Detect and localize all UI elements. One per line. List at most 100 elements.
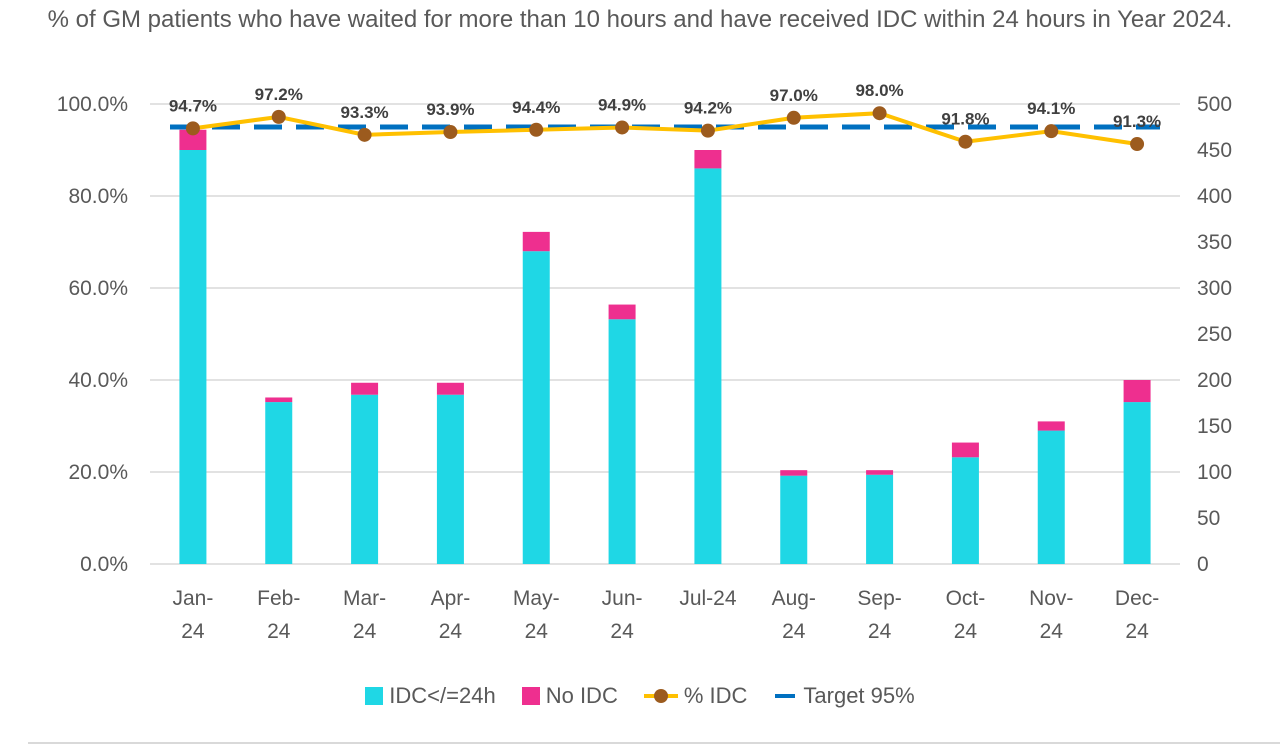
x-axis-tick: Mar- xyxy=(343,587,386,610)
data-label: 97.2% xyxy=(255,85,303,104)
legend-swatch xyxy=(365,687,384,705)
x-axis-tick: Aug- xyxy=(772,587,816,610)
pct-idc-marker xyxy=(786,110,801,125)
right-axis-tick: 350 xyxy=(1197,231,1232,254)
data-label: 97.0% xyxy=(770,86,818,105)
bar-no-idc xyxy=(179,129,207,150)
legend: IDC</=24h No IDC % IDC Target 95% xyxy=(0,683,1280,709)
bar-idc xyxy=(951,457,979,564)
x-axis-tick: Dec- xyxy=(1115,587,1159,610)
legend-item-idc: IDC</=24h xyxy=(365,683,496,709)
pct-idc-marker xyxy=(271,109,286,124)
x-axis-tick: Jul-24 xyxy=(679,587,737,610)
bar-no-idc xyxy=(436,382,464,395)
left-axis-tick: 0.0% xyxy=(80,553,128,576)
x-axis-tick: Oct- xyxy=(946,587,986,610)
bar-idc xyxy=(522,251,550,564)
legend-item-pct-idc: % IDC xyxy=(643,683,748,709)
bar-idc xyxy=(694,168,722,564)
bar-no-idc xyxy=(866,470,894,475)
bar-idc xyxy=(608,319,636,564)
left-axis-tick: 20.0% xyxy=(68,461,128,484)
right-axis-tick: 400 xyxy=(1197,185,1232,208)
bar-no-idc xyxy=(780,470,808,476)
bar-no-idc xyxy=(265,397,293,403)
bar-idc xyxy=(866,474,894,564)
pct-idc-marker xyxy=(1044,124,1059,139)
right-axis-tick: 300 xyxy=(1197,277,1232,300)
right-axis-tick: 250 xyxy=(1197,323,1232,346)
left-axis-tick: 100.0% xyxy=(57,93,128,116)
data-label: 93.3% xyxy=(340,103,388,122)
pct-idc-marker xyxy=(185,121,200,136)
legend-label: % IDC xyxy=(683,683,748,708)
x-axis-tick: 24 xyxy=(1040,620,1064,643)
bar-no-idc xyxy=(694,150,722,169)
x-axis-tick: Sep- xyxy=(857,587,901,610)
x-axis-tick: Jan- xyxy=(172,587,213,610)
data-label: 91.8% xyxy=(941,110,989,129)
bar-no-idc xyxy=(522,231,550,252)
x-axis-tick: 24 xyxy=(1125,620,1149,643)
x-axis-tick: May- xyxy=(513,587,560,610)
combo-chart: 0.0% 20.0% 40.0% 60.0% 80.0% 100.0% 0 50 100 150 2… xyxy=(57,81,1232,643)
legend-swatch xyxy=(521,687,540,705)
bar-idc xyxy=(436,394,464,564)
data-label: 94.9% xyxy=(598,95,646,114)
legend-line-marker-icon xyxy=(643,689,678,703)
legend-label: No IDC xyxy=(545,683,618,708)
right-axis-tick: 150 xyxy=(1197,415,1232,438)
data-label: 98.0% xyxy=(855,81,903,100)
legend-dash-icon xyxy=(775,694,796,698)
pct-idc-marker xyxy=(1130,137,1145,152)
pct-idc-marker xyxy=(615,120,630,135)
x-axis-tick: 24 xyxy=(439,620,463,643)
x-axis-tick: 24 xyxy=(610,620,634,643)
pct-idc-marker xyxy=(958,134,973,149)
legend-label: IDC</=24h xyxy=(389,683,496,708)
data-label: 91.3% xyxy=(1113,112,1161,131)
x-axis-tick: Nov- xyxy=(1029,587,1073,610)
bar-idc xyxy=(1123,402,1151,564)
x-axis-tick: 24 xyxy=(267,620,291,643)
right-axis-tick: 500 xyxy=(1197,93,1232,116)
bar-idc xyxy=(780,475,808,564)
bar-no-idc xyxy=(1123,380,1151,403)
pct-idc-marker xyxy=(357,127,372,142)
bar-idc xyxy=(351,394,379,564)
bar-idc xyxy=(1037,430,1065,564)
bar-idc xyxy=(265,402,293,564)
x-axis-tick: 24 xyxy=(954,620,978,643)
divider xyxy=(28,742,1280,744)
bar-no-idc xyxy=(1037,421,1065,431)
x-axis-tick: 24 xyxy=(181,620,205,643)
x-axis-tick: 24 xyxy=(353,620,377,643)
pct-idc-marker xyxy=(443,125,458,140)
right-axis-tick: 450 xyxy=(1197,139,1232,162)
right-axis-tick: 200 xyxy=(1197,369,1232,392)
legend-label: Target 95% xyxy=(803,683,915,708)
pct-idc-marker xyxy=(872,106,887,121)
x-axis-tick: 24 xyxy=(782,620,806,643)
x-axis-tick: Feb- xyxy=(257,587,300,610)
x-axis-tick: Apr- xyxy=(431,587,471,610)
right-axis-tick: 50 xyxy=(1197,507,1220,530)
left-axis-tick: 80.0% xyxy=(68,185,128,208)
bar-idc xyxy=(179,150,207,564)
bar-no-idc xyxy=(351,382,379,395)
pct-idc-marker xyxy=(700,123,715,138)
bar-no-idc xyxy=(951,442,979,458)
data-label: 94.7% xyxy=(169,96,217,115)
chart-title: % of GM patients who have waited for mor… xyxy=(47,6,1233,33)
left-axis-tick: 60.0% xyxy=(68,277,128,300)
x-axis-tick: 24 xyxy=(525,620,549,643)
x-axis-tick: Jun- xyxy=(602,587,643,610)
right-axis-tick: 100 xyxy=(1197,461,1232,484)
right-axis-tick: 0 xyxy=(1197,553,1209,576)
pct-idc-line xyxy=(192,111,1138,146)
legend-item-target: Target 95% xyxy=(773,683,915,709)
bar-no-idc xyxy=(608,304,636,320)
pct-idc-marker xyxy=(529,122,544,137)
legend-item-no-idc: No IDC xyxy=(521,683,618,709)
